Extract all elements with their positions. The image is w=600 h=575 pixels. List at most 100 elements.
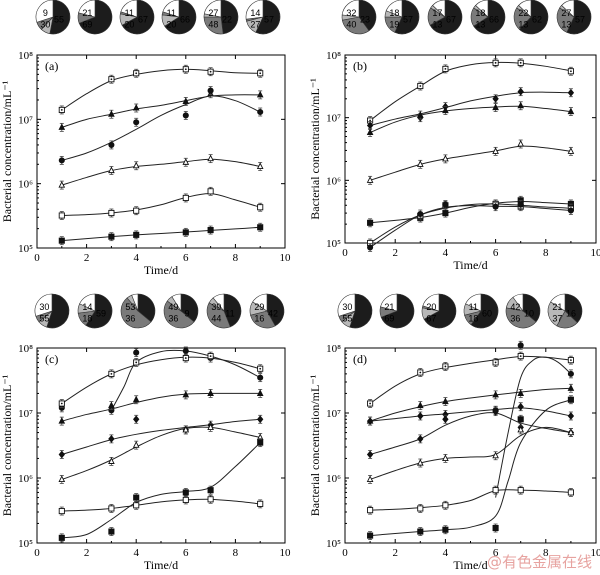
data-point-3-7-0: [367, 532, 374, 539]
data-point-1-2-0: [366, 128, 374, 136]
data-point-2-6-1: [108, 505, 115, 512]
pie-label-1-4-1: 13: [518, 20, 528, 30]
pie-label-1-2-0: 17: [432, 8, 442, 18]
data-point-3-1-4-dot: [519, 355, 522, 358]
y-axis-label-1: Bacterial concentration/mL⁻¹: [308, 78, 322, 220]
series-curve-1-6: [369, 205, 571, 248]
data-point-3-6-4: [517, 487, 524, 494]
panel-0: 9 30 55 21 69 11 20 67 11 20 66 27 48 22 14 27 57 0 2 4 6 8 10…: [0, 0, 291, 277]
pie-slice-0-0-0: [49, 0, 71, 35]
data-point-1-3-0: [366, 176, 374, 183]
data-point-0-3-0: [58, 180, 66, 188]
data-point-3-6-0: [367, 507, 374, 514]
data-point-1-0-5: [567, 68, 574, 75]
data-point-2-4-3: [182, 425, 190, 433]
data-point-2-5-3: [182, 489, 189, 496]
pie-slice-0-4-1: [203, 16, 224, 35]
pie-label-3-5-1: 37: [552, 314, 562, 324]
data-point-2-2-4: [207, 389, 214, 396]
series-3-4: [366, 407, 575, 459]
data-point-1-0-3: [492, 59, 499, 66]
pie-slice-3-4-0: [522, 293, 541, 323]
data-point-3-1-3: [492, 359, 499, 366]
data-point-3-7-5: [567, 396, 574, 403]
data-point-0-5-5: [257, 224, 264, 231]
data-point-0-2-2: [133, 119, 140, 126]
pie-label-2-2-1: 36: [125, 314, 135, 324]
data-point-0-0-4: [207, 68, 214, 75]
pie-slice-3-0-0: [349, 293, 373, 329]
data-point-0-3-3: [182, 158, 190, 165]
data-point-1-2-2: [442, 106, 449, 114]
series-curve-2-3: [61, 418, 261, 455]
pie-slice-0-2-3: [120, 0, 138, 18]
data-point-3-6-3: [492, 487, 499, 494]
y-tick-label-2-3: 10⁸: [18, 343, 33, 355]
series-curve-0-1: [61, 94, 261, 128]
data-point-2-1-4-dot: [209, 355, 212, 358]
data-point-3-1-1: [417, 369, 424, 376]
plot-frame-0: [36, 54, 286, 249]
x-tick-label-2-5: 10: [280, 547, 292, 559]
y-axis-label-2: Bacterial concentration/mL⁻¹: [0, 374, 14, 516]
series-2-4: [58, 423, 264, 484]
pie-slice-3-1-2: [380, 293, 398, 312]
data-point-0-5-4: [207, 227, 214, 234]
series-0-1: [58, 89, 264, 132]
series-curve-1-4: [370, 200, 571, 224]
data-point-0-4-2: [133, 207, 140, 214]
plot-frame-3: [344, 347, 597, 544]
data-point-3-1-5: [567, 357, 574, 364]
x-tick-label-3-3: 6: [493, 547, 499, 559]
data-point-3-2-4: [517, 389, 525, 396]
pie-row-0: 9 30 55 21 69 11 20 67 11 20 66 27 48 22 14 27 57: [35, 0, 281, 35]
data-point-1-6-1: [417, 210, 424, 218]
x-axis-label-0: Time/d: [144, 263, 178, 277]
data-point-2-6-5: [257, 500, 264, 507]
data-point-2-5-0: [58, 534, 65, 541]
pie-slice-3-5-2: [547, 301, 566, 327]
x-tick-label-1-3: 6: [493, 247, 499, 259]
pie-label-2-5-1: 16: [254, 314, 264, 324]
data-point-0-4-5: [257, 204, 264, 211]
data-point-0-5-3: [182, 229, 189, 236]
data-point-3-5-3: [492, 451, 499, 459]
x-tick-label-0-3: 6: [183, 252, 189, 264]
pie-slice-2-4-1: [206, 302, 231, 329]
series-curve-0-3: [61, 158, 261, 186]
series-curve-2-5: [61, 442, 261, 539]
pie-slice-1-3-3: [475, 0, 489, 18]
series-0-2: [58, 86, 264, 165]
pie-label-3-5-2: 16: [566, 309, 576, 319]
pie-slice-3-5-0: [564, 293, 583, 324]
pie-slice-3-2-3: [422, 293, 440, 312]
pie-slice-1-1-0: [394, 0, 420, 35]
pie-label-2-4-0: 39: [211, 302, 221, 312]
series-0-3: [58, 154, 264, 190]
data-point-2-3-1: [108, 434, 115, 443]
series-2-5: [58, 438, 264, 543]
data-point-2-5-2: [133, 494, 140, 501]
series-1-0: [367, 58, 574, 125]
panel-label-0: (a): [45, 59, 58, 73]
pie-label-1-2-1: 13: [432, 20, 442, 30]
data-point-2-6-0: [58, 508, 65, 515]
pie-label-0-4-0: 27: [208, 8, 218, 18]
series-curve-3-4: [369, 412, 571, 455]
data-point-0-2-5: [257, 108, 264, 116]
pie-label-3-3-1: 18: [468, 314, 478, 324]
panel-label-2: (c): [45, 352, 58, 366]
data-point-0-5-1: [108, 233, 115, 240]
pie-slice-1-0-3: [341, 0, 360, 18]
pie-label-1-5-0: 27: [561, 8, 571, 18]
series-2-0: [58, 346, 264, 415]
x-tick-label-3-5: 10: [591, 547, 600, 559]
data-point-1-6-2: [442, 201, 449, 208]
pie-slice-2-5-0: [266, 293, 285, 327]
data-point-0-0-1: [108, 76, 115, 83]
y-tick-label-3-1: 10⁶: [326, 473, 341, 485]
data-point-3-4-0: [366, 450, 374, 459]
x-tick-label-0-4: 8: [233, 252, 239, 264]
series-2-3: [58, 414, 264, 459]
pie-label-3-4-0: 42: [510, 302, 520, 312]
